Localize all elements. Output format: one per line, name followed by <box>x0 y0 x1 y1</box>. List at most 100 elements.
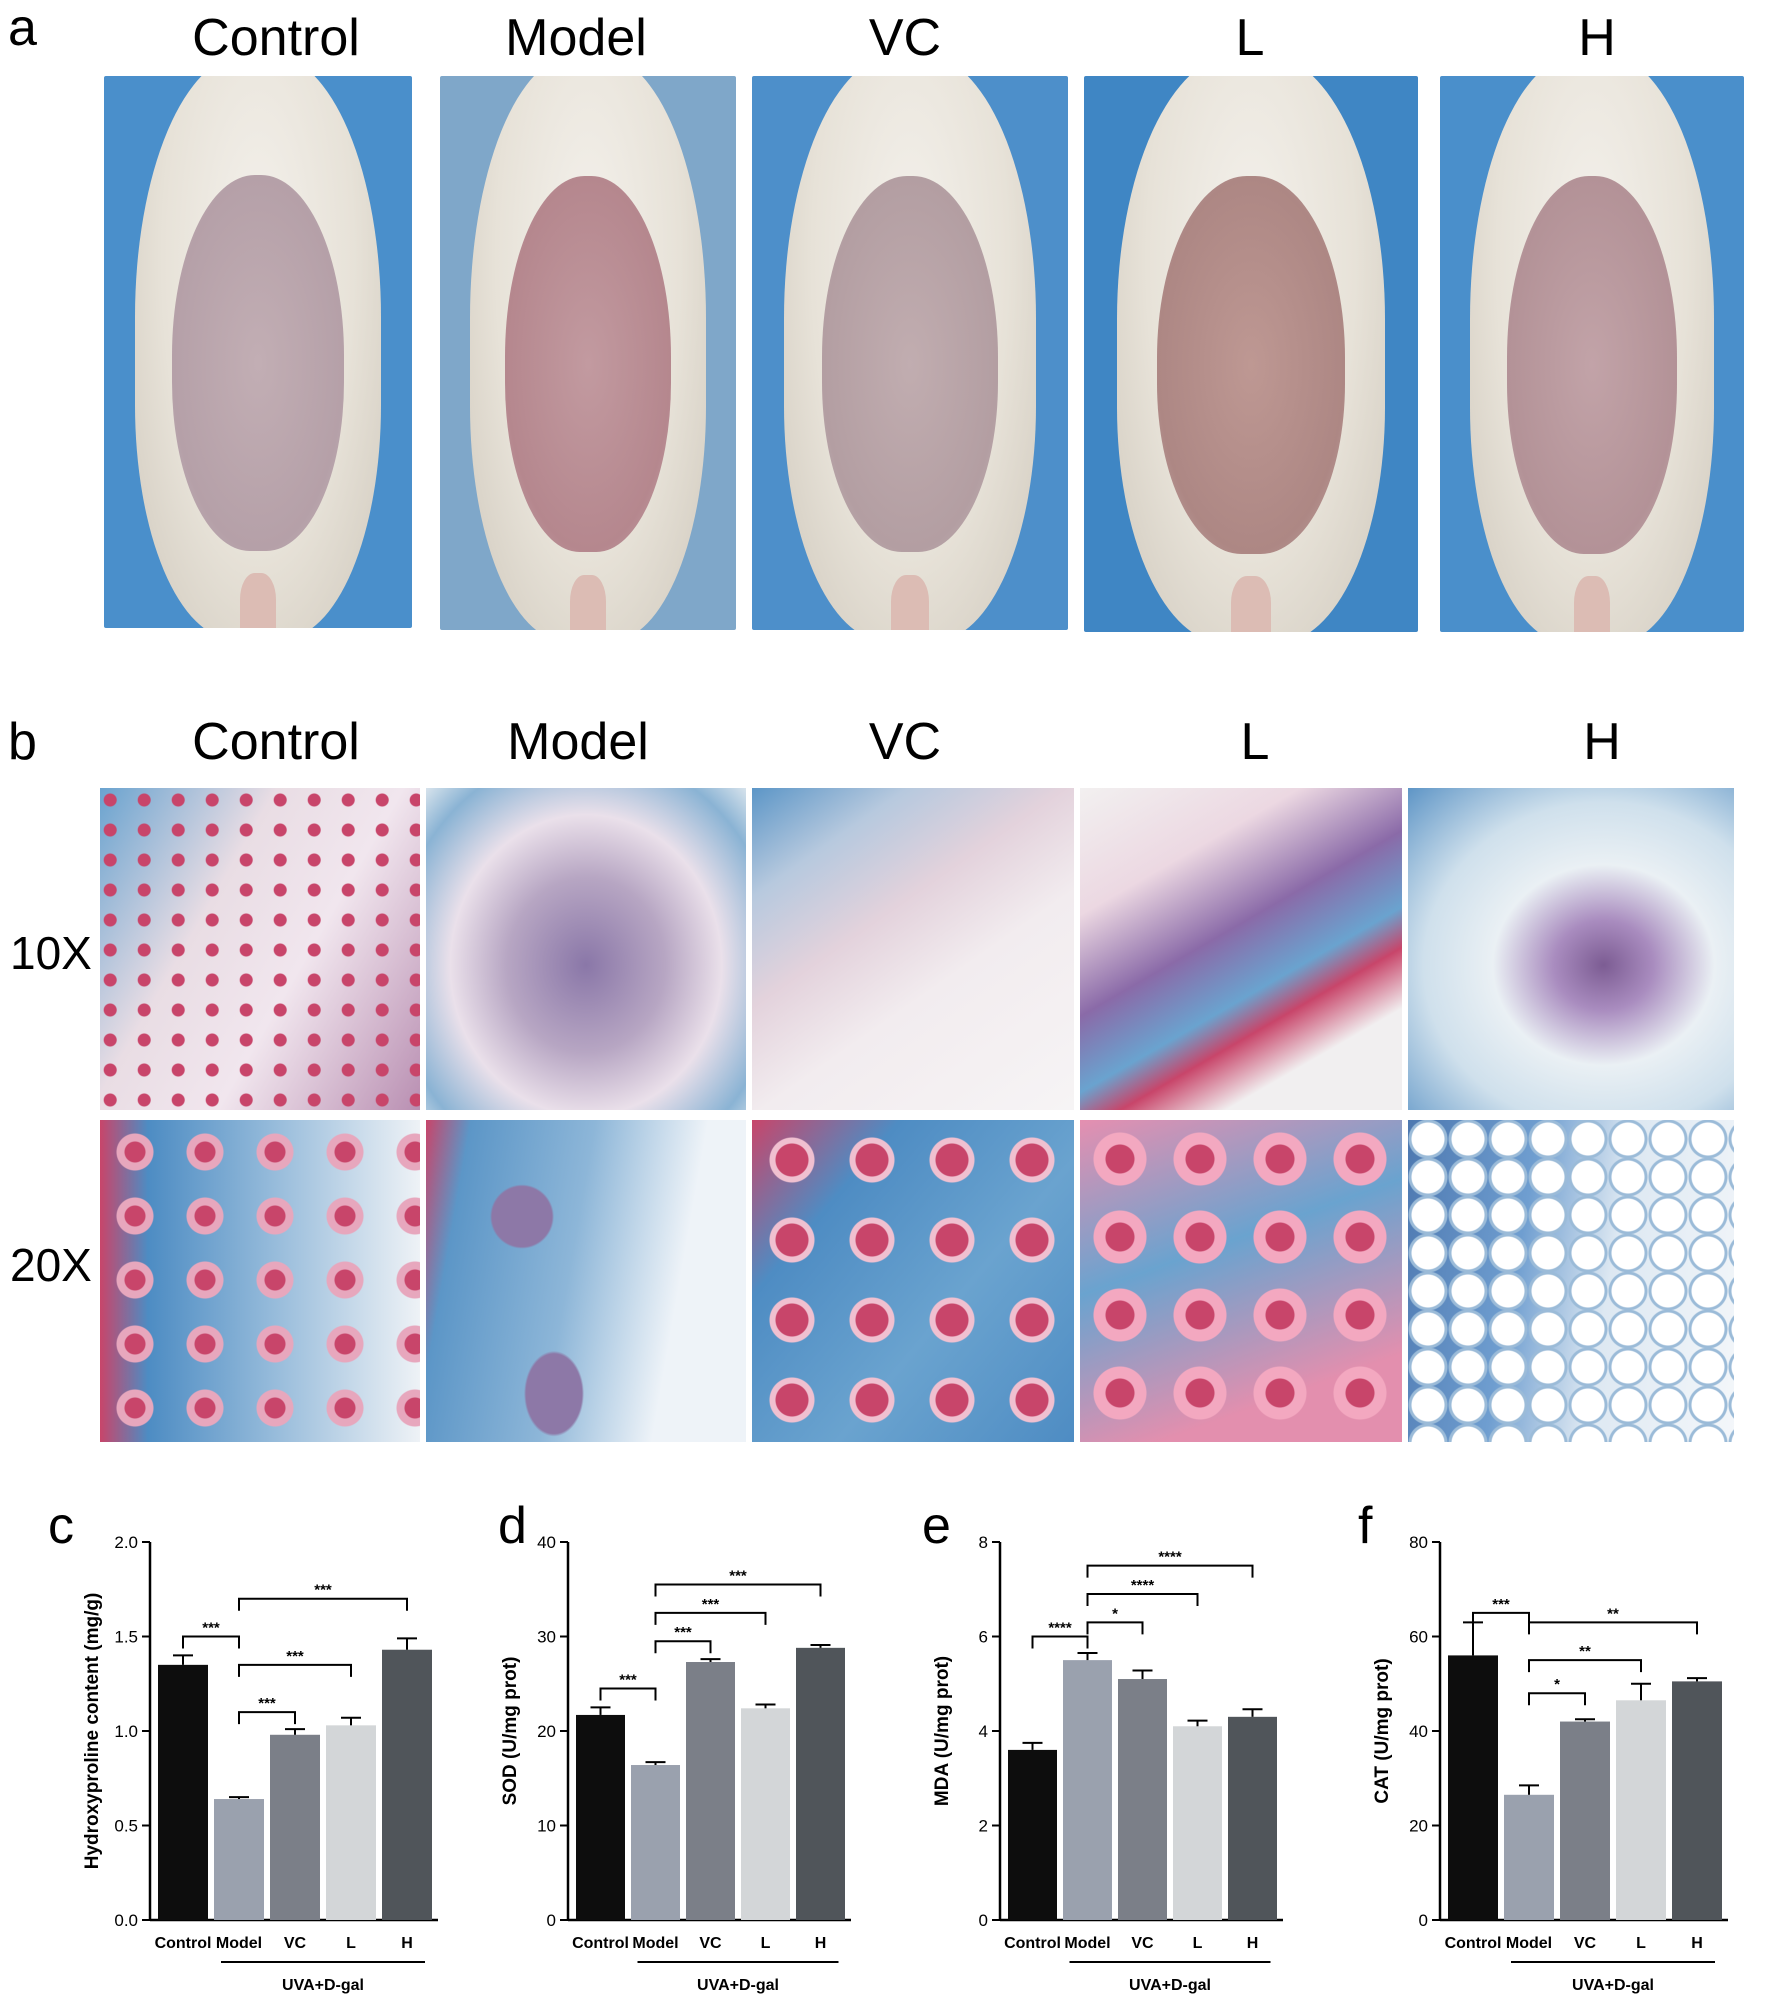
y-tick-label-d: 40 <box>537 1533 556 1552</box>
group-label-f: UVA+D-gal <box>1572 1977 1654 1994</box>
y-tick-label-d: 30 <box>537 1628 556 1647</box>
bar-d-control <box>576 1714 625 1920</box>
x-tick-label-e: H <box>1247 1935 1259 1952</box>
mouse-photo-h <box>1440 76 1744 632</box>
y-tick-label-d: 20 <box>537 1722 556 1741</box>
mouse-photo-model <box>440 76 736 630</box>
bar-e-control <box>1008 1749 1057 1920</box>
bar-c-model <box>214 1799 264 1920</box>
x-tick-label-d: VC <box>699 1935 722 1952</box>
group-label-b-l: L <box>1240 713 1270 771</box>
significance-label-e: * <box>1112 1605 1118 1622</box>
histology-20x-control <box>100 1120 420 1442</box>
mouse-photo-l <box>1084 76 1418 632</box>
x-tick-label-d: Control <box>572 1935 629 1952</box>
group-label-b-control: Control <box>192 713 360 771</box>
x-tick-label-d: Model <box>632 1935 678 1952</box>
significance-bracket-c <box>238 1711 296 1725</box>
x-tick-label-e: L <box>1193 1935 1203 1952</box>
significance-bracket-d <box>654 1611 767 1625</box>
bar-d-vc <box>686 1662 735 1920</box>
y-tick-label-c: 0.5 <box>114 1817 138 1836</box>
bar-f-vc <box>1560 1721 1610 1920</box>
y-axis-label-e: MDA (U/mg prot) <box>932 1656 953 1806</box>
y-axis-label-c: Hydroxyproline content (mg/g) <box>82 1593 103 1870</box>
bar-c-l <box>326 1725 376 1920</box>
histology-10x-control <box>100 788 420 1110</box>
group-label-a-h: H <box>1578 9 1616 67</box>
panel-letter-c: c <box>48 1497 74 1555</box>
bar-f-model <box>1504 1794 1554 1920</box>
histology-20x-vc <box>752 1120 1074 1442</box>
significance-label-e: **** <box>1131 1577 1155 1594</box>
chart-f: 0 20 40 60 80 CAT (U/mg prot) Control Model VC L H… <box>1372 1533 1728 1994</box>
y-tick-label-f: 40 <box>1409 1722 1428 1741</box>
significance-label-d: *** <box>619 1671 637 1688</box>
bar-e-vc <box>1118 1679 1167 1920</box>
group-label-a-model: Model <box>505 9 647 67</box>
significance-label-d: *** <box>729 1568 747 1585</box>
y-tick-label-f: 60 <box>1409 1628 1428 1647</box>
histology-20x-model <box>426 1120 746 1442</box>
chart-e: 0 2 4 6 8 MDA (U/mg prot) Control Model VC L H UVA+… <box>932 1533 1283 1994</box>
bar-d-h <box>796 1647 845 1920</box>
panel-letter-a: a <box>8 0 37 57</box>
significance-bracket-f <box>1472 1611 1530 1625</box>
significance-label-f: * <box>1554 1676 1560 1693</box>
y-tick-label-e: 4 <box>979 1722 988 1741</box>
significance-label-c: *** <box>286 1648 304 1665</box>
y-tick-label-e: 0 <box>979 1911 988 1930</box>
x-tick-label-c: Model <box>216 1935 262 1952</box>
x-tick-label-f: H <box>1691 1935 1703 1952</box>
significance-bracket-e <box>1031 1635 1089 1649</box>
bar-e-model <box>1063 1660 1112 1920</box>
significance-bracket-c <box>238 1663 352 1677</box>
x-tick-label-c: VC <box>284 1935 307 1952</box>
y-tick-label-e: 6 <box>979 1628 988 1647</box>
histology-20x-l <box>1080 1120 1402 1442</box>
y-tick-label-f: 20 <box>1409 1817 1428 1836</box>
bar-c-control <box>158 1664 208 1920</box>
y-tick-label-e: 2 <box>979 1817 988 1836</box>
histology-20x-h <box>1408 1120 1734 1442</box>
x-tick-label-e: Control <box>1004 1935 1061 1952</box>
significance-bracket-c <box>182 1635 240 1649</box>
chart-c: 0.0 0.5 1.0 1.5 2.0 Hydroxyproline content (m… <box>82 1533 438 1994</box>
group-label-b-h: H <box>1583 713 1621 771</box>
y-tick-label-d: 10 <box>537 1817 556 1836</box>
panel-letter-f: f <box>1358 1497 1373 1555</box>
x-tick-label-e: VC <box>1131 1935 1154 1952</box>
y-tick-label-d: 0 <box>547 1911 556 1930</box>
significance-label-f: *** <box>1492 1596 1510 1613</box>
bar-c-h <box>382 1649 432 1920</box>
y-tick-label-e: 8 <box>979 1533 988 1552</box>
panel-letter-d: d <box>498 1497 527 1555</box>
significance-bracket-f <box>1528 1692 1586 1706</box>
significance-label-e: **** <box>1158 1549 1182 1566</box>
significance-bracket-e <box>1086 1621 1144 1635</box>
bar-d-l <box>741 1708 790 1920</box>
x-tick-label-c: L <box>346 1935 356 1952</box>
bar-c-vc <box>270 1734 320 1920</box>
y-axis-label-d: SOD (U/mg prot) <box>500 1657 521 1806</box>
significance-bracket-e <box>1086 1564 1254 1578</box>
group-label-e: UVA+D-gal <box>1129 1977 1211 1994</box>
bar-d-model <box>631 1765 680 1920</box>
group-label-c: UVA+D-gal <box>282 1977 364 1994</box>
bar-e-h <box>1228 1716 1277 1920</box>
group-label-b-model: Model <box>507 713 649 771</box>
significance-label-c: *** <box>314 1582 332 1599</box>
y-tick-label-f: 0 <box>1419 1911 1428 1930</box>
significance-label-c: *** <box>202 1620 220 1637</box>
mag-label-20x: 20X <box>10 1239 92 1291</box>
bar-e-l <box>1173 1726 1222 1920</box>
significance-bracket-f <box>1528 1659 1642 1673</box>
significance-label-c: *** <box>258 1695 276 1712</box>
significance-bracket-d <box>654 1583 822 1597</box>
chart-d: 0 10 20 30 40 SOD (U/mg prot) Control Model VC L H… <box>500 1533 851 1994</box>
significance-label-d: *** <box>674 1624 692 1641</box>
group-label-a-l: L <box>1235 9 1265 67</box>
significance-bracket-e <box>1086 1592 1199 1606</box>
mouse-photo-control <box>104 76 412 628</box>
y-tick-label-c: 1.5 <box>114 1628 138 1647</box>
